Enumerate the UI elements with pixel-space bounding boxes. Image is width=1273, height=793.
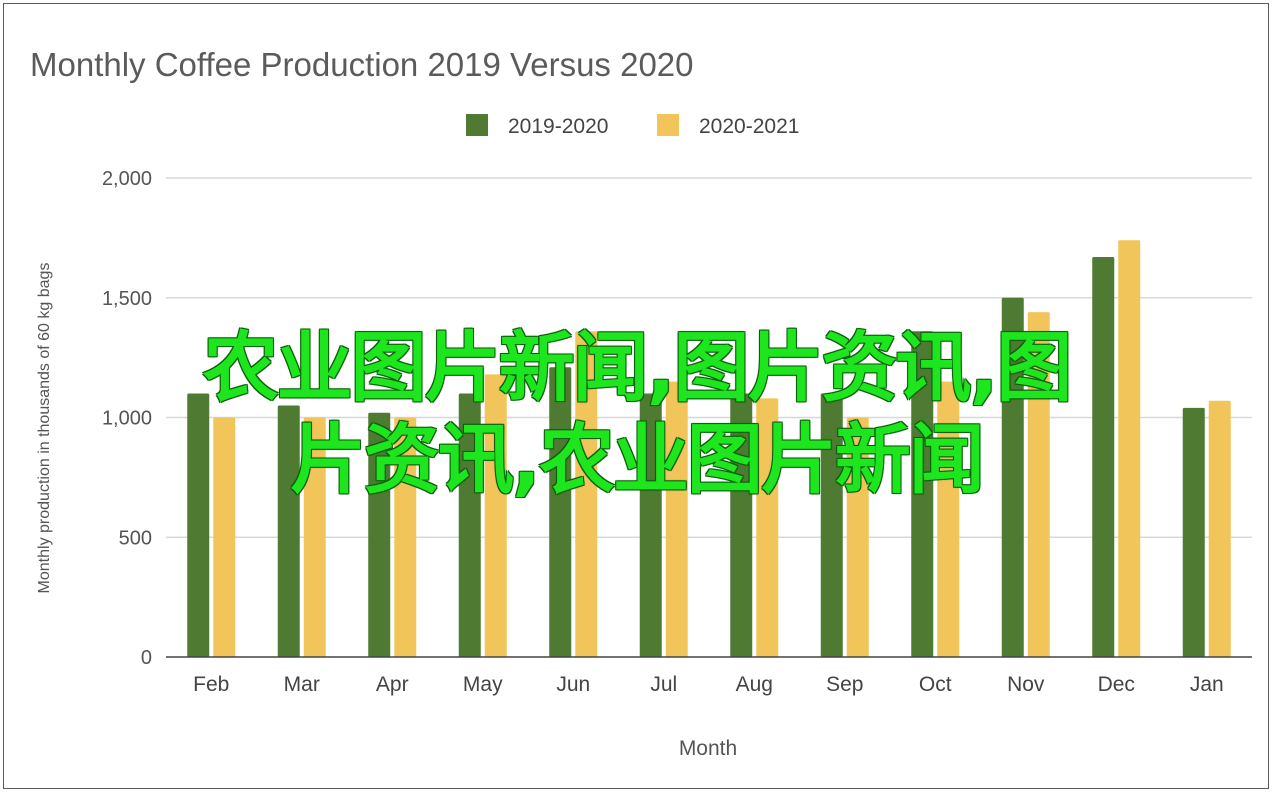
bar-2019-2020-Mar — [277, 405, 300, 657]
x-axis-tick-labels: Feb Mar Apr May Jun Jul Aug Sep Oct Nov Dec Jan — [193, 673, 1224, 696]
bar-2020-2021-Nov — [1027, 312, 1050, 657]
legend-swatch-2020-2021 — [657, 114, 679, 136]
x-tick-label: Jun — [556, 673, 590, 696]
legend-label-2019-2020: 2019-2020 — [508, 115, 608, 138]
bars — [187, 240, 1231, 657]
y-axis-tick-labels: 0 500 1,000 1,500 2,000 — [102, 168, 152, 669]
gridlines — [166, 177, 1252, 538]
bar-2019-2020-Sep — [820, 393, 843, 657]
x-tick-label: Mar — [284, 673, 320, 696]
bar-2019-2020-Feb — [187, 393, 210, 657]
x-tick-label: Feb — [193, 673, 229, 696]
bar-2020-2021-Dec — [1118, 240, 1141, 657]
bar-2020-2021-Aug — [756, 398, 779, 657]
bar-2020-2021-Jun — [575, 331, 598, 657]
bar-2020-2021-May — [484, 374, 507, 657]
bar-2019-2020-Jun — [549, 367, 572, 657]
bar-2019-2020-Jan — [1182, 407, 1205, 657]
x-tick-label: Jul — [650, 673, 677, 696]
x-tick-label: Nov — [1007, 673, 1045, 696]
bar-2019-2020-Oct — [911, 331, 934, 657]
bar-2020-2021-Apr — [394, 417, 417, 657]
legend-label-2020-2021: 2020-2021 — [699, 115, 799, 138]
chart-frame — [3, 3, 1269, 789]
bar-2019-2020-May — [458, 393, 481, 657]
y-tick-label: 2,000 — [102, 168, 152, 190]
bar-2019-2020-Jul — [639, 393, 662, 657]
bar-2020-2021-Jan — [1208, 400, 1231, 657]
x-tick-label: May — [463, 673, 503, 696]
legend: 2019-2020 2020-2021 — [466, 114, 799, 138]
bar-2019-2020-Apr — [368, 412, 391, 657]
bar-2020-2021-Sep — [846, 417, 869, 657]
bar-2020-2021-Feb — [213, 417, 236, 657]
x-tick-label: Sep — [826, 673, 863, 696]
legend-swatch-2019-2020 — [466, 114, 488, 136]
x-tick-label: Apr — [376, 673, 409, 696]
y-tick-label: 1,000 — [102, 408, 152, 430]
y-tick-label: 1,500 — [102, 288, 152, 310]
bar-2019-2020-Dec — [1092, 257, 1115, 657]
x-axis-label: Month — [679, 737, 737, 760]
y-tick-label: 500 — [119, 527, 152, 549]
x-tick-label: Aug — [736, 673, 773, 696]
bar-2019-2020-Aug — [730, 393, 753, 657]
y-tick-label: 0 — [141, 647, 152, 669]
x-tick-label: Dec — [1098, 673, 1135, 696]
y-axis-label: Monthly production in thousands of 60 kg… — [36, 263, 53, 594]
bar-2020-2021-Jul — [665, 381, 688, 657]
bar-2019-2020-Nov — [1001, 297, 1024, 657]
x-tick-label: Jan — [1190, 673, 1224, 696]
bar-2020-2021-Oct — [937, 381, 960, 657]
bar-2020-2021-Mar — [303, 417, 326, 657]
x-tick-label: Oct — [919, 673, 952, 696]
chart-title: Monthly Coffee Production 2019 Versus 20… — [30, 46, 694, 83]
